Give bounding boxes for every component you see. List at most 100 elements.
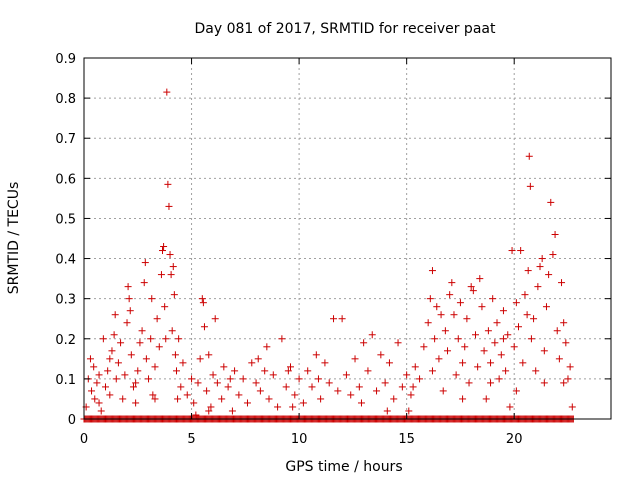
data-point	[491, 339, 499, 347]
data-point	[435, 355, 443, 363]
data-point	[357, 399, 365, 407]
data-point	[248, 359, 256, 367]
data-point	[342, 371, 350, 379]
data-points	[82, 88, 576, 419]
data-point	[228, 407, 236, 415]
data-point	[497, 351, 505, 359]
data-point	[482, 395, 490, 403]
data-point	[325, 379, 333, 387]
data-point	[525, 152, 533, 160]
data-point	[551, 230, 559, 238]
data-point	[203, 387, 211, 395]
data-point	[480, 347, 488, 355]
data-point	[512, 387, 520, 395]
data-point	[484, 327, 492, 335]
data-point	[224, 383, 232, 391]
data-point	[555, 355, 563, 363]
data-point	[159, 247, 167, 255]
data-point	[314, 375, 322, 383]
data-point	[126, 307, 134, 315]
data-point	[145, 375, 153, 383]
data-point	[428, 267, 436, 275]
data-point	[512, 299, 520, 307]
data-point	[239, 375, 247, 383]
data-point	[385, 359, 393, 367]
data-point	[179, 359, 187, 367]
data-point	[117, 339, 125, 347]
data-point	[134, 367, 142, 375]
data-point	[141, 259, 149, 267]
data-point	[499, 307, 507, 315]
data-point	[534, 283, 542, 291]
data-point	[205, 407, 213, 415]
data-point	[209, 371, 217, 379]
data-point	[243, 399, 251, 407]
data-point	[560, 379, 568, 387]
data-point	[99, 335, 107, 343]
y-axis-label: SRMTID / TECUs	[6, 182, 22, 295]
data-point	[536, 263, 544, 271]
data-point	[198, 295, 206, 303]
data-point	[459, 359, 467, 367]
data-point	[426, 295, 434, 303]
data-point	[261, 367, 269, 375]
x-tick-label: 0	[80, 432, 88, 447]
y-tick-label: 0.9	[55, 52, 76, 67]
y-tick-label: 0.1	[55, 373, 76, 388]
data-point	[183, 391, 191, 399]
data-point	[95, 371, 103, 379]
data-point	[291, 391, 299, 399]
data-point	[459, 395, 467, 403]
data-point	[174, 395, 182, 403]
data-point	[157, 271, 165, 279]
data-point	[542, 303, 550, 311]
data-point	[265, 395, 273, 403]
data-point	[321, 359, 329, 367]
data-point	[254, 355, 262, 363]
data-point	[284, 367, 292, 375]
data-point	[295, 375, 303, 383]
data-point	[274, 403, 282, 411]
y-axis-tick-labels: 0 0.1 0.2 0.3 0.4 0.5 0.6 0.7 0.8 0.9	[55, 52, 76, 428]
data-point	[162, 335, 170, 343]
data-point	[355, 383, 363, 391]
data-point	[213, 379, 221, 387]
data-point	[168, 327, 176, 335]
data-point	[312, 351, 320, 359]
data-point	[510, 343, 518, 351]
y-tick-label: 0.6	[55, 172, 76, 187]
data-point	[140, 279, 148, 287]
data-point	[124, 283, 132, 291]
axis-ticks	[83, 57, 611, 420]
data-point	[106, 355, 114, 363]
data-point	[121, 371, 129, 379]
data-point	[394, 339, 402, 347]
data-point	[282, 383, 290, 391]
data-point	[517, 247, 525, 255]
y-tick-label: 0.8	[55, 92, 76, 107]
data-point	[151, 363, 159, 371]
data-point	[373, 387, 381, 395]
data-point	[112, 375, 120, 383]
data-point	[407, 391, 415, 399]
data-point	[499, 335, 507, 343]
data-point	[549, 251, 557, 259]
data-point	[448, 279, 456, 287]
data-point	[360, 339, 368, 347]
y-tick-label: 0.5	[55, 212, 76, 227]
data-point	[220, 363, 228, 371]
data-point	[194, 379, 202, 387]
data-point	[476, 275, 484, 283]
data-point	[167, 271, 175, 279]
data-point	[172, 367, 180, 375]
data-point	[177, 383, 185, 391]
data-point	[463, 315, 471, 323]
data-point	[153, 315, 161, 323]
chart-title: Day 081 of 2017, SRMTID for receiver paa…	[195, 21, 496, 37]
data-point	[530, 315, 538, 323]
data-point	[433, 303, 441, 311]
data-point	[231, 367, 239, 375]
plot-frame	[83, 57, 612, 420]
data-point	[444, 347, 452, 355]
